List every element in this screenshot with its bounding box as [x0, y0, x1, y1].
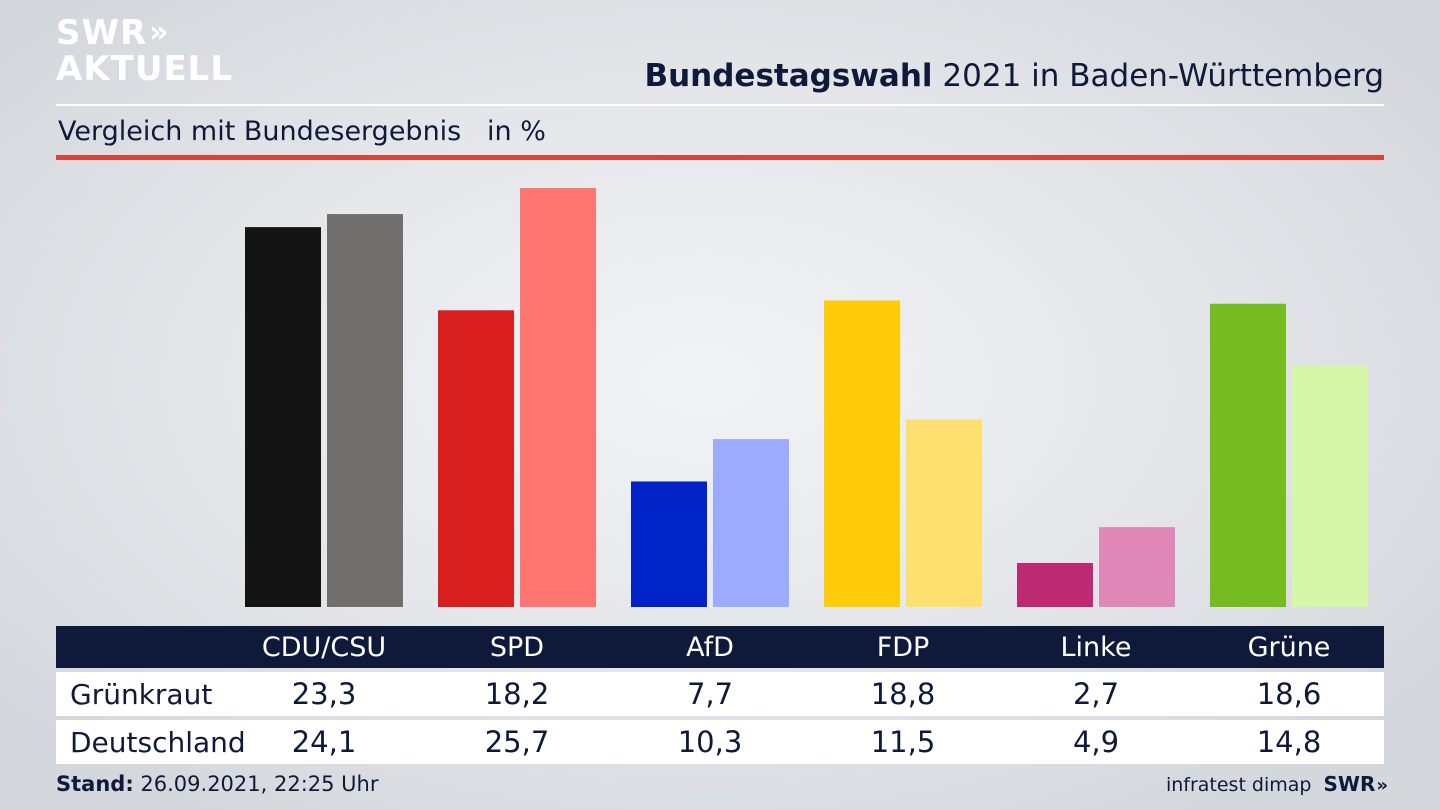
bar-gruenkraut-gr-ne [1210, 303, 1286, 607]
column-header: Grüne [1247, 631, 1331, 663]
swr-small-logo: SWR [1323, 772, 1376, 796]
value-cell: 18,8 [870, 677, 936, 711]
logo-swr: SWR» [56, 16, 233, 50]
bar-gruenkraut-spd [438, 310, 514, 607]
bar-deutschland-afd [713, 439, 789, 607]
row-label: Deutschland [70, 725, 246, 759]
source-credit: infratest dimap SWR» [1165, 772, 1388, 796]
column-header: AfD [686, 631, 734, 663]
value-cell: 18,2 [484, 677, 550, 711]
chart-title: Bundestagswahl 2021 in Baden-Württemberg [644, 58, 1384, 94]
value-cell: 2,7 [1072, 677, 1120, 711]
column-header: Linke [1060, 631, 1132, 663]
bar-deutschland-fdp [906, 419, 982, 607]
bar-gruenkraut-linke [1017, 562, 1093, 607]
bar-deutschland-cdu-csu [327, 214, 403, 607]
value-cell: 4,9 [1072, 725, 1120, 759]
logo-aktuell: AKTUELL [56, 49, 234, 89]
row-label: Grünkraut [70, 677, 213, 711]
bar-gruenkraut-cdu-csu [245, 227, 321, 607]
stand-label: Stand: [56, 772, 134, 796]
source-label: infratest dimap [1165, 774, 1312, 796]
chart-title-bold: Bundestagswahl [644, 58, 933, 94]
value-cell: 23,3 [291, 677, 357, 711]
chart-subtitle: Vergleich mit Bundesergebnis in % [58, 116, 546, 147]
value-cell: 18,6 [1256, 677, 1322, 711]
logo-swr-text: SWR [56, 13, 148, 53]
column-header: CDU/CSU [261, 631, 387, 663]
stand-value: 26.09.2021, 22:25 Uhr [133, 772, 379, 796]
table-header-row: CDU/CSU SPD AfD FDP Linke Grüne [56, 626, 1384, 668]
value-cell: 7,7 [686, 677, 734, 711]
table-row: Grünkraut 23,3 18,2 7,7 18,8 2,7 18,6 [56, 672, 1384, 716]
bar-deutschland-spd [520, 188, 596, 607]
bar-gruenkraut-afd [631, 481, 707, 607]
swr-aktuell-logo: SWR» AKTUELL [56, 16, 233, 86]
value-cell: 10,3 [677, 725, 743, 759]
results-table: CDU/CSU SPD AfD FDP Linke Grüne Grünkraut 23,3… [56, 626, 1384, 764]
bar-deutschland-gr-ne [1292, 365, 1368, 607]
chart-title-rest: 2021 in Baden-Württemberg [932, 58, 1384, 94]
column-header: SPD [489, 631, 545, 663]
column-header: FDP [876, 631, 930, 663]
swr-small-chevron-icon: » [1376, 775, 1387, 796]
subtitle-divider [56, 155, 1384, 160]
value-cell: 11,5 [870, 725, 936, 759]
value-cell: 14,8 [1256, 725, 1322, 759]
table-row: Deutschland 24,1 25,7 10,3 11,5 4,9 14,8 [56, 720, 1384, 764]
timestamp: Stand: 26.09.2021, 22:25 Uhr [56, 772, 379, 796]
value-cell: 25,7 [484, 725, 550, 759]
bar-deutschland-linke [1099, 527, 1175, 607]
bar-gruenkraut-fdp [824, 300, 900, 607]
value-cell: 24,1 [291, 725, 357, 759]
title-divider [56, 104, 1384, 106]
bar-chart [245, 188, 1368, 607]
